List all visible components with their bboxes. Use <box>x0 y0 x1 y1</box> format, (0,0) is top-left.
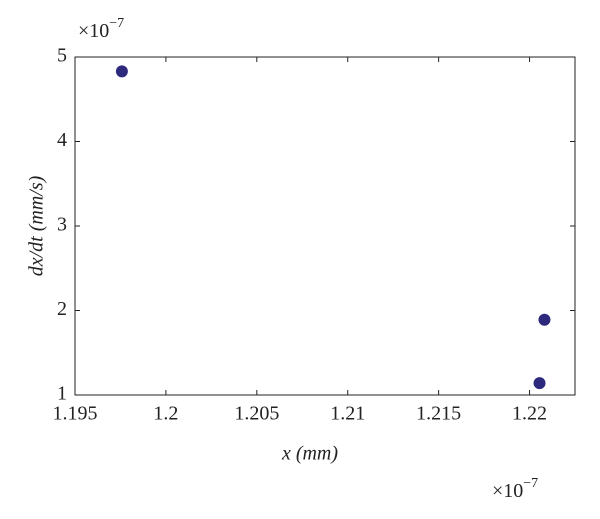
y-axis-label: dx/dt (mm/s) <box>26 175 48 276</box>
plot-frame <box>74 56 576 396</box>
y-multiplier-power: −7 <box>109 16 124 31</box>
y-tick-label: 2 <box>57 298 67 320</box>
x-tick-label: 1.21 <box>330 403 365 425</box>
point <box>115 65 128 78</box>
y-tick-label: 5 <box>57 45 67 67</box>
x-tick-label: 1.205 <box>234 403 279 425</box>
point <box>538 313 551 326</box>
y-tick-label: 3 <box>57 214 67 236</box>
y-tick-label: 4 <box>57 129 67 151</box>
x-multiplier-base: ×10 <box>492 480 523 502</box>
point <box>533 377 546 390</box>
y-tick-label: 1 <box>57 383 67 405</box>
y-multiplier: ×10−7 <box>78 16 124 41</box>
x-tick-label: 1.195 <box>53 403 98 425</box>
y-multiplier-base: ×10 <box>78 20 109 42</box>
x-tick-label: 1.22 <box>512 403 547 425</box>
x-tick-label: 1.215 <box>416 403 461 425</box>
x-axis-label: x (mm) <box>281 443 338 465</box>
x-multiplier-power: −7 <box>523 476 538 491</box>
x-tick-label: 1.2 <box>153 403 178 425</box>
x-multiplier: ×10−7 <box>492 476 538 501</box>
